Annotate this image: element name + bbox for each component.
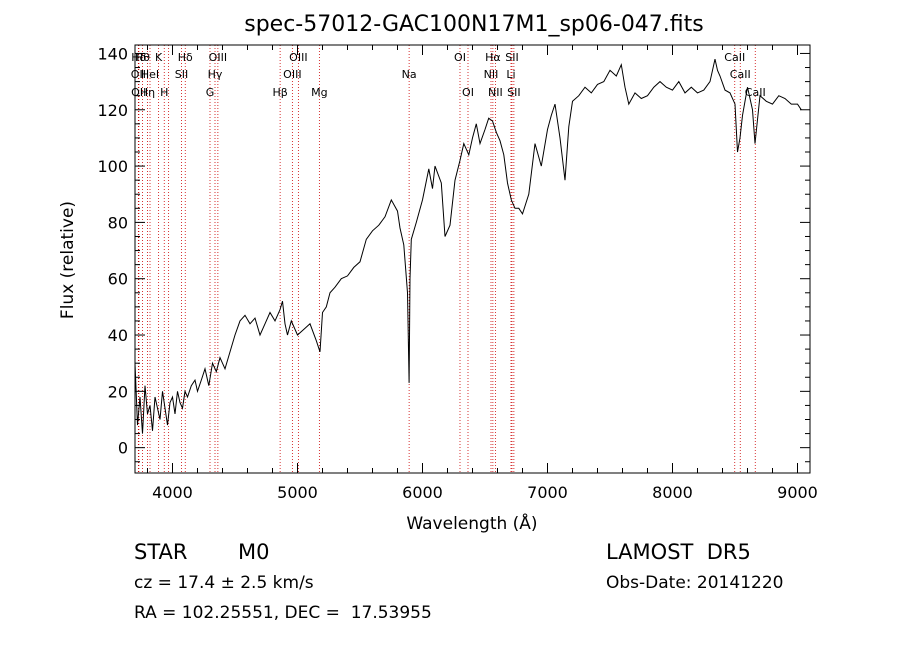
survey-name: LAMOST DR5: [606, 540, 751, 564]
object-subclass: M0: [238, 540, 270, 564]
line-label-4: Hη: [140, 86, 155, 99]
x-tick-label: 8000: [652, 483, 693, 502]
line-label-9: SII: [175, 68, 188, 81]
line-label-11: G: [206, 86, 215, 99]
y-axis-ticks: 0 20 40 60 80 100 120 140: [97, 44, 810, 463]
y-tick-label: 20: [108, 382, 128, 401]
line-label-6: K: [155, 51, 163, 64]
x-tick-label: 9000: [777, 483, 818, 502]
line-label-19: OI: [454, 51, 466, 64]
coordinates: RA = 102.25551, DEC = 17.53955: [134, 603, 432, 623]
line-label-23: NII: [488, 86, 503, 99]
line-label-18: Na: [402, 68, 417, 81]
line-label-10: Hδ: [178, 51, 193, 64]
line-label-13: OIII: [209, 51, 227, 64]
x-tick-label: 7000: [527, 483, 568, 502]
y-tick-label: 80: [108, 213, 128, 232]
spectrum-series-line: [134, 58, 802, 434]
spectral-line-labels: HδOIIOIIHθHηHeIKHSIIHδGHγOIIIHβOIIIOIIIM…: [131, 51, 766, 99]
plot-frame: [134, 44, 811, 474]
chart-title: spec-57012-GAC100N17M1_sp06-047.fits: [244, 12, 704, 37]
x-tick-label: 5000: [277, 483, 318, 502]
y-tick-label: 100: [97, 157, 128, 176]
line-label-16: OIII: [289, 51, 307, 64]
redshift-velocity: cz = 17.4 ± 2.5 km/s: [134, 573, 314, 593]
x-tick-label: 4000: [152, 483, 193, 502]
line-label-27: CaII: [724, 51, 745, 64]
line-label-3: Hθ: [135, 51, 150, 64]
line-label-12: Hγ: [208, 68, 223, 81]
x-tick-label: 6000: [402, 483, 443, 502]
y-tick-label: 40: [108, 326, 128, 345]
spectral-line-markers: [137, 45, 756, 473]
line-label-17: Mg: [311, 86, 327, 99]
line-label-20: OI: [462, 86, 474, 99]
line-label-22: Hα: [485, 51, 501, 64]
line-label-21: NII: [484, 68, 499, 81]
line-label-25: SII: [505, 51, 518, 64]
line-label-24: Li: [506, 68, 515, 81]
x-axis-label: Wavelength (Å): [406, 512, 537, 534]
x-axis-ticks: 4000 5000 6000 7000 8000 9000: [147, 45, 818, 502]
line-label-7: H: [160, 86, 168, 99]
line-label-26: SII: [507, 86, 520, 99]
line-label-5: HeI: [141, 68, 159, 81]
line-label-15: OIII: [283, 68, 301, 81]
y-axis-label: Flux (relative): [58, 201, 78, 319]
y-tick-label: 60: [108, 270, 128, 289]
object-class: STAR: [134, 540, 188, 564]
y-tick-label: 140: [97, 44, 128, 63]
line-label-14: Hβ: [272, 86, 287, 99]
observation-date: Obs-Date: 20141220: [606, 573, 784, 593]
y-tick-label: 0: [118, 439, 128, 458]
line-label-28: CaII: [730, 68, 751, 81]
y-tick-label: 120: [97, 101, 128, 120]
